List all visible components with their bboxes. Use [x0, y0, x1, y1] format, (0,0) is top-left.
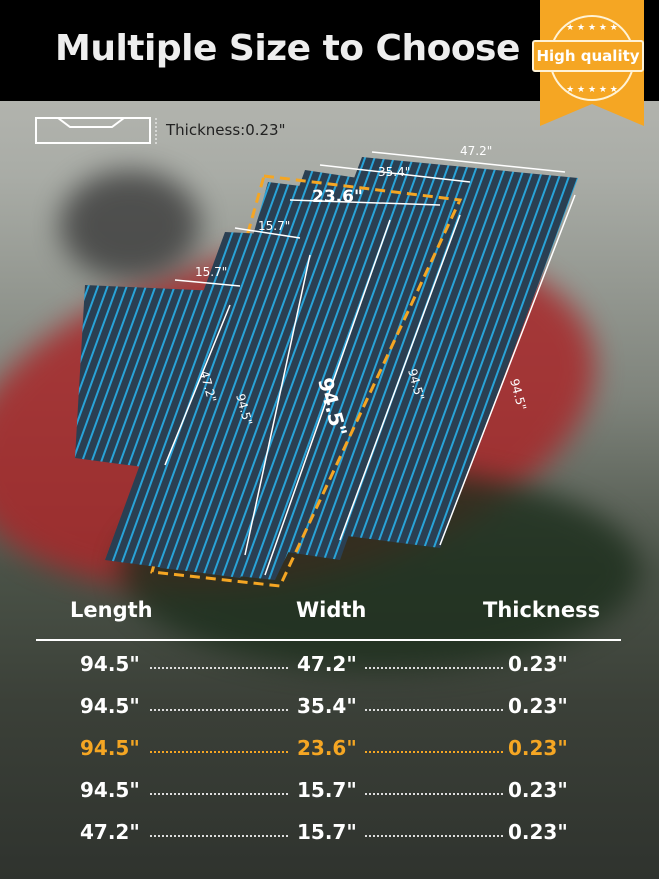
thickness-value: 0.23" — [508, 820, 568, 844]
header-width: Width — [296, 598, 367, 622]
svg-text:★ ★ ★ ★ ★: ★ ★ ★ ★ ★ — [566, 23, 618, 33]
dotted-leader — [365, 709, 503, 711]
dim-47-2-length: 94.5" — [507, 377, 529, 412]
dotted-leader — [365, 793, 503, 795]
length-value: 94.5" — [80, 736, 140, 760]
dotted-leader — [150, 751, 288, 753]
width-value: 15.7" — [297, 778, 357, 802]
dim-23-6-width: 23.6" — [312, 187, 363, 207]
thickness-value: 0.23" — [508, 652, 568, 676]
dotted-leader — [150, 709, 288, 711]
boat-console — [60, 170, 200, 280]
width-value: 23.6" — [297, 736, 357, 760]
size-row: 47.2" 15.7" 0.23" — [0, 820, 659, 850]
mat-size-diagram: 47.2" 94.5" 35.4" 94.5" 23.6" 94.5" 15.7… — [35, 117, 578, 588]
size-row: 94.5" 23.6" 0.23" — [0, 736, 659, 766]
length-value: 94.5" — [80, 652, 140, 676]
svg-text:★ ★ ★ ★ ★: ★ ★ ★ ★ ★ — [566, 85, 618, 95]
width-value: 35.4" — [297, 694, 357, 718]
dotted-leader — [365, 751, 503, 753]
size-row: 94.5" 47.2" 0.23" — [0, 652, 659, 682]
size-row: 94.5" 35.4" 0.23" — [0, 694, 659, 724]
dotted-leader — [365, 667, 503, 669]
dotted-leader — [150, 835, 288, 837]
dim-47-2-width: 47.2" — [460, 144, 492, 158]
dim-15-7-width-short: 15.7" — [195, 265, 227, 279]
mat-15-7-short — [75, 285, 240, 470]
dim-15-7-width-long: 15.7" — [258, 219, 290, 233]
thickness-value: 0.23" — [508, 694, 568, 718]
thickness-value: 0.23" — [508, 778, 568, 802]
length-value: 94.5" — [80, 778, 140, 802]
dotted-leader — [365, 835, 503, 837]
header-length: Length — [70, 598, 153, 622]
width-value: 47.2" — [297, 652, 357, 676]
thickness-note: Thickness:0.23" — [166, 121, 286, 139]
badge-label: High quality — [532, 40, 644, 72]
dim-35-4-width: 35.4" — [378, 165, 410, 179]
length-value: 94.5" — [80, 694, 140, 718]
thickness-profile-icon — [35, 117, 157, 144]
thickness-value: 0.23" — [508, 736, 568, 760]
dotted-leader — [150, 667, 288, 669]
header-thickness: Thickness — [483, 598, 601, 622]
page-title: Multiple Size to Choose — [55, 28, 520, 69]
length-value: 47.2" — [80, 820, 140, 844]
divider — [36, 639, 621, 641]
mat-15-7-long — [105, 232, 385, 578]
width-value: 15.7" — [297, 820, 357, 844]
size-row: 94.5" 15.7" 0.23" — [0, 778, 659, 808]
dotted-leader — [150, 793, 288, 795]
